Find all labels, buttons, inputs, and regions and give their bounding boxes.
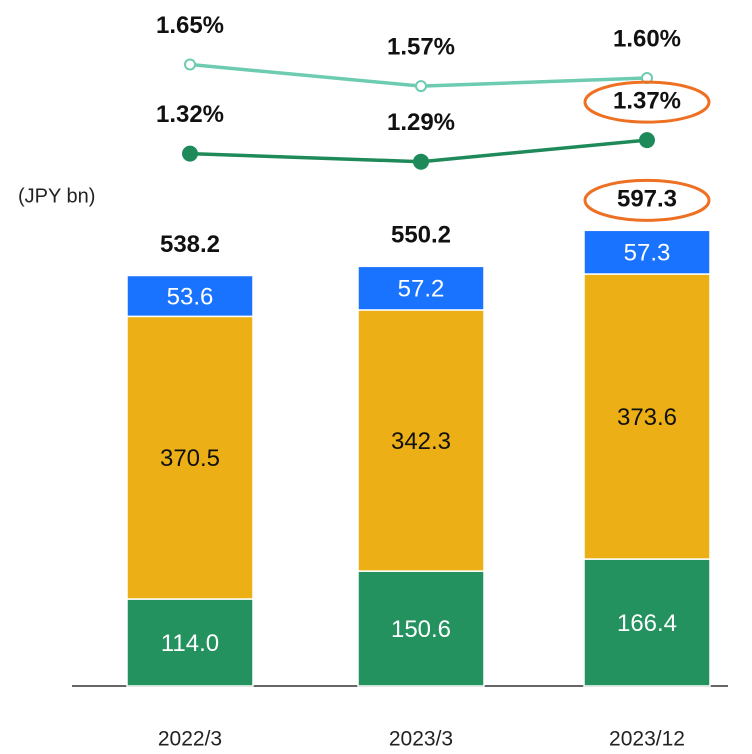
segment-label: 342.3	[391, 428, 451, 455]
x-tick-label: 2022/3	[158, 728, 222, 751]
segment-label: 150.6	[391, 616, 451, 643]
bar-segment	[583, 273, 711, 560]
line-value-label: 1.32%	[156, 101, 224, 128]
unit-label: (JPY bn)	[18, 185, 95, 207]
segment-label: 57.3	[624, 240, 671, 267]
segment-label: 57.2	[398, 275, 445, 302]
segment-label: 53.6	[167, 283, 214, 310]
line-marker	[182, 145, 198, 162]
segment-label: 370.5	[160, 445, 220, 472]
line-value-label: 1.29%	[387, 109, 455, 136]
line-marker	[639, 132, 655, 149]
bar-segment	[357, 309, 485, 572]
highlight-ellipse	[583, 178, 711, 222]
line-value-label: 1.37%	[613, 87, 681, 114]
bar-segment	[126, 274, 254, 318]
line-marker	[184, 58, 196, 71]
line-value-label: 1.57%	[387, 33, 455, 60]
total-label: 597.3	[617, 186, 677, 213]
bar-segment	[357, 265, 485, 311]
x-tick-label: 2023/12	[609, 728, 685, 751]
total-label: 538.2	[160, 231, 220, 258]
bar-segment	[126, 315, 254, 600]
bar-segment	[357, 570, 485, 687]
segment-label: 373.6	[617, 404, 677, 431]
segment-label: 114.0	[161, 630, 219, 657]
line-value-label: 1.65%	[156, 12, 224, 39]
bar-segment	[126, 598, 254, 687]
line-marker	[415, 80, 427, 93]
bar-segment	[583, 229, 711, 275]
line-marker	[413, 153, 429, 170]
line-value-label: 1.60%	[613, 25, 681, 52]
total-label: 550.2	[391, 222, 451, 249]
segment-label: 166.4	[617, 610, 677, 637]
highlight-ellipse	[583, 80, 711, 124]
x-tick-label: 2023/3	[389, 728, 453, 751]
